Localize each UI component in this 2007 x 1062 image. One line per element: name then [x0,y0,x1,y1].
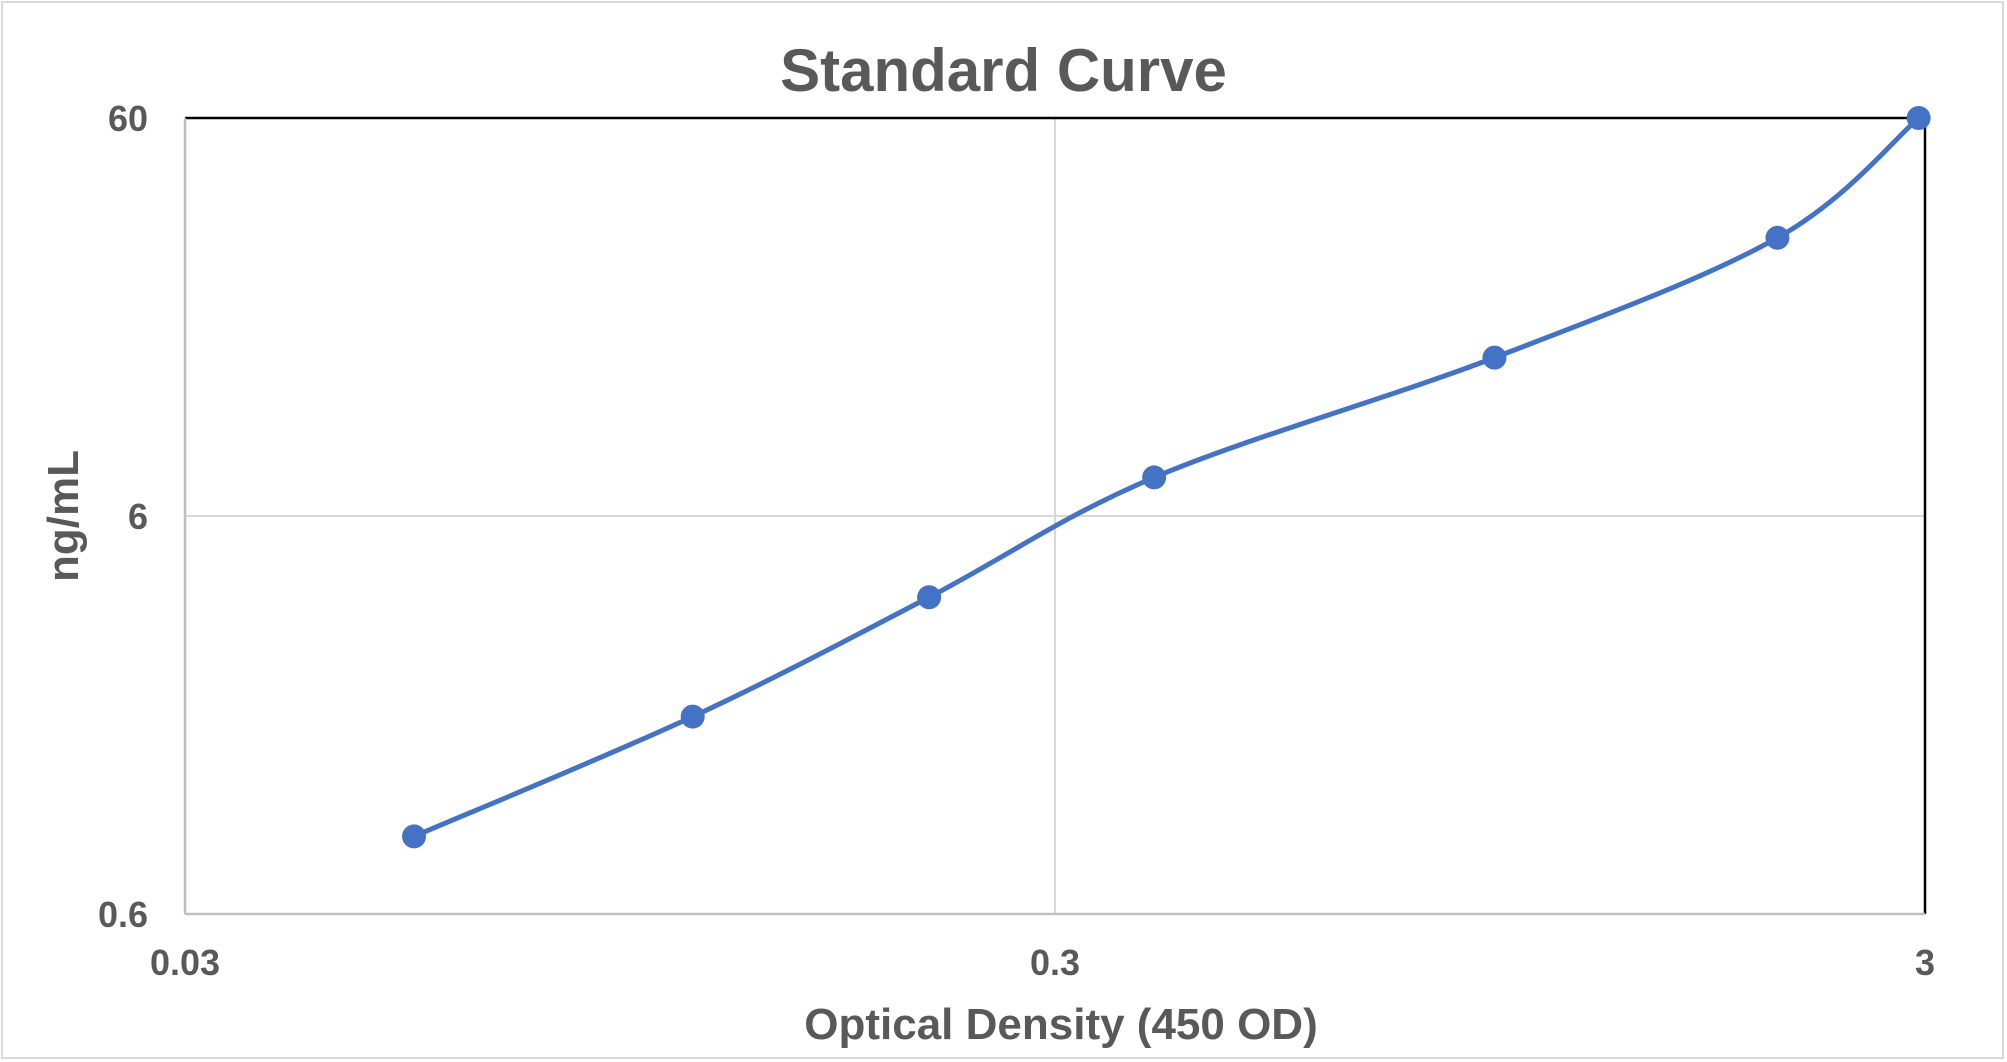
chart-title: Standard Curve [780,37,1227,104]
tick-labels: 0.03 0.3 3 0.6 6 60 [98,98,1935,983]
data-point [402,824,427,849]
data-point [1482,345,1507,370]
y-tick-label: 6 [128,496,148,537]
x-tick-label: 0.03 [150,942,220,983]
data-point [1906,106,1931,130]
data-point [1765,225,1790,250]
data-point [917,585,942,610]
series-line [411,115,1922,839]
axes [183,116,1927,916]
grid-lines [184,117,1926,915]
x-tick-label: 0.3 [1030,942,1080,983]
y-tick-label: 60 [108,98,148,139]
y-tick-label: 0.6 [98,894,148,935]
x-axis-title: Optical Density (450 OD) [804,1000,1318,1049]
series-group [402,106,1931,849]
data-point [1142,465,1167,490]
data-point [680,704,705,729]
x-tick-label: 3 [1915,942,1935,983]
